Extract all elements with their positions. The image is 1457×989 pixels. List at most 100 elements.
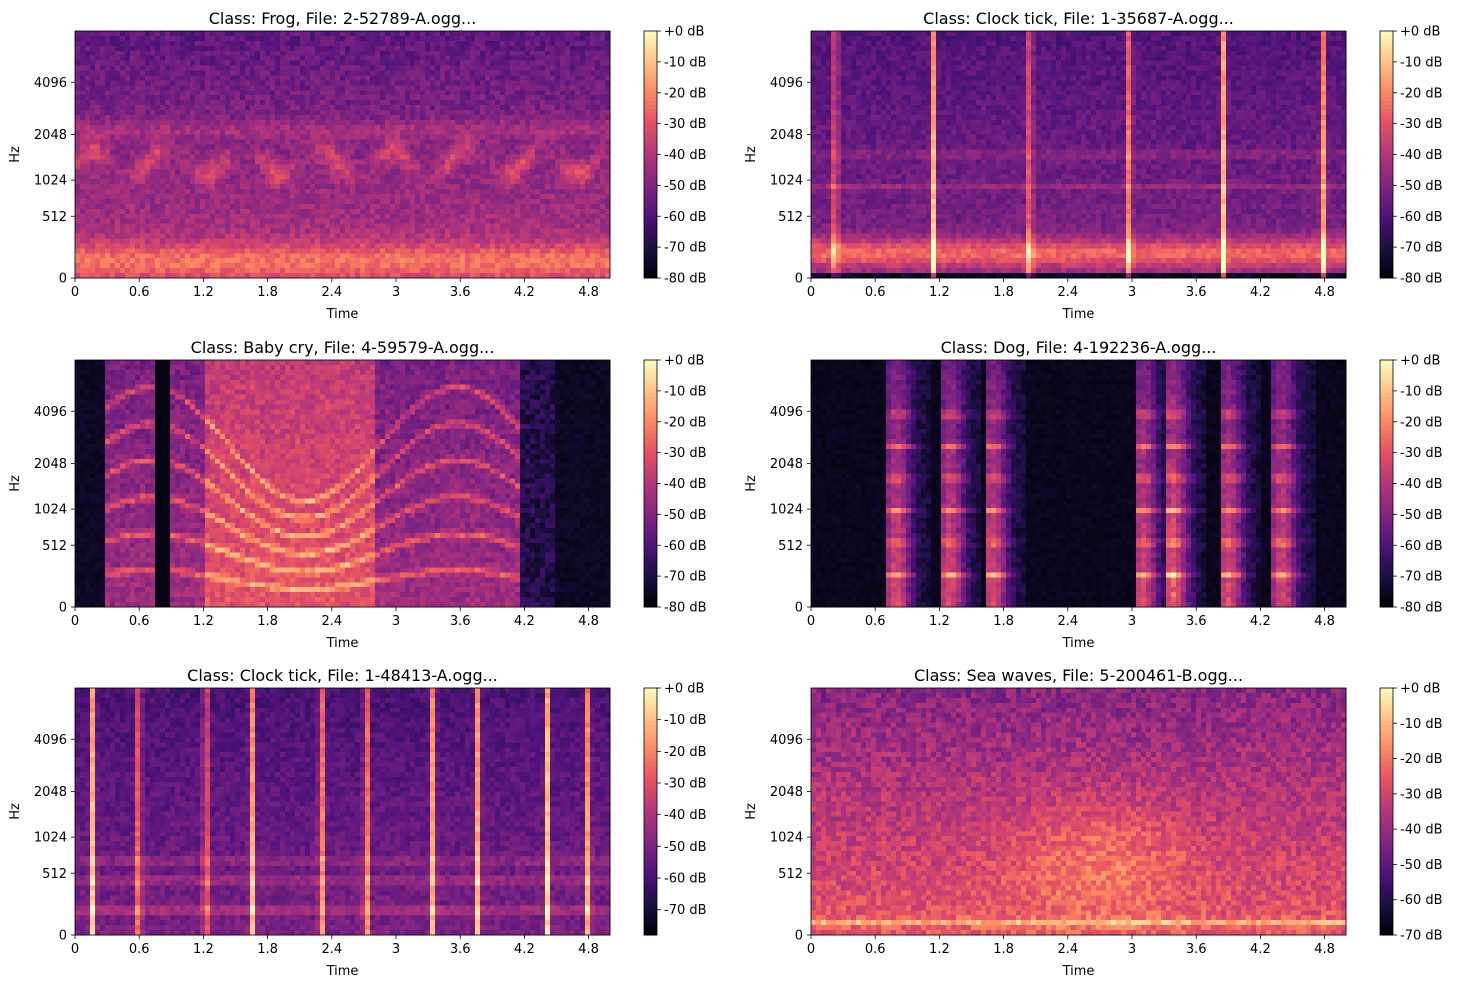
heatmap-cell xyxy=(430,60,436,67)
heatmap-cell xyxy=(160,253,166,259)
heatmap-cell xyxy=(315,263,321,269)
heatmap-cell xyxy=(140,268,146,274)
heatmap-cell xyxy=(220,110,226,116)
heatmap-cell xyxy=(245,203,251,210)
heatmap-cell xyxy=(400,105,406,111)
heatmap-cell xyxy=(305,194,311,200)
heatmap-cell xyxy=(290,50,296,57)
heatmap-cell xyxy=(120,203,126,210)
heatmap-cell xyxy=(570,134,576,141)
heatmap-cell xyxy=(475,164,481,170)
heatmap-cell xyxy=(425,124,431,131)
heatmap-cell xyxy=(495,85,501,91)
heatmap-cell xyxy=(485,169,491,175)
heatmap-cell xyxy=(500,70,506,77)
heatmap-cell xyxy=(480,60,486,67)
heatmap-cell xyxy=(335,194,341,200)
heatmap-cell xyxy=(370,114,376,121)
heatmap-cell xyxy=(415,174,421,180)
heatmap-cell xyxy=(525,248,531,254)
heatmap-cell xyxy=(120,194,126,200)
heatmap-cell xyxy=(355,238,361,245)
heatmap-cell xyxy=(375,208,381,215)
heatmap-cell xyxy=(265,238,271,245)
heatmap-cell xyxy=(290,164,296,170)
heatmap-cell xyxy=(165,213,171,220)
heatmap-cell xyxy=(365,228,371,235)
heatmap-cell xyxy=(145,110,151,116)
heatmap-cell xyxy=(505,273,511,279)
heatmap-cell xyxy=(515,208,521,215)
heatmap-cell xyxy=(395,258,401,264)
heatmap-cell xyxy=(490,223,496,230)
heatmap-cell xyxy=(145,263,151,269)
heatmap-cell xyxy=(270,203,276,210)
heatmap-cell xyxy=(490,75,496,81)
heatmap-cell xyxy=(395,75,401,81)
heatmap-cell xyxy=(195,95,201,101)
heatmap-cell xyxy=(200,55,206,62)
heatmap-cell xyxy=(530,60,536,67)
heatmap-cell xyxy=(175,198,181,205)
heatmap-cell xyxy=(510,70,516,77)
heatmap-cell xyxy=(345,218,351,225)
heatmap-cell xyxy=(150,80,156,86)
heatmap-cell xyxy=(315,60,321,67)
heatmap-cell xyxy=(415,233,421,240)
heatmap-cell xyxy=(520,110,526,116)
heatmap-cell xyxy=(195,90,201,96)
heatmap-cell xyxy=(275,273,281,279)
heatmap-cell xyxy=(165,253,171,259)
heatmap-cell xyxy=(180,159,186,165)
heatmap-cell xyxy=(535,203,541,210)
heatmap-cell xyxy=(205,40,211,47)
heatmap-cell xyxy=(505,60,511,67)
heatmap-cell xyxy=(350,149,356,156)
heatmap-cell xyxy=(375,243,381,249)
heatmap-cell xyxy=(415,90,421,96)
heatmap-cell xyxy=(400,243,406,249)
heatmap-cell xyxy=(130,114,136,121)
heatmap-cell xyxy=(515,105,521,111)
heatmap-cell xyxy=(80,100,86,106)
heatmap-cell xyxy=(205,144,211,151)
heatmap-cell xyxy=(250,179,256,185)
heatmap-cell xyxy=(75,100,81,106)
heatmap-cell xyxy=(385,273,391,279)
heatmap-cell xyxy=(350,243,356,249)
heatmap-cell xyxy=(485,40,491,47)
heatmap-cell xyxy=(450,213,456,220)
heatmap-cell xyxy=(245,119,251,126)
heatmap-cell xyxy=(260,105,266,111)
heatmap-cell xyxy=(150,105,156,111)
heatmap-cell xyxy=(455,164,461,170)
heatmap-cell xyxy=(120,233,126,240)
heatmap-cell xyxy=(445,114,451,121)
heatmap-cell xyxy=(395,85,401,91)
heatmap-cell xyxy=(135,70,141,77)
heatmap-cell xyxy=(175,119,181,126)
heatmap-cell xyxy=(435,238,441,245)
heatmap-cell xyxy=(95,198,101,205)
heatmap-cell xyxy=(355,268,361,274)
heatmap-cell xyxy=(230,80,236,86)
heatmap-cell xyxy=(215,110,221,116)
heatmap-cell xyxy=(150,154,156,161)
heatmap-cell xyxy=(480,218,486,225)
heatmap-cell xyxy=(240,45,246,52)
heatmap-cell xyxy=(415,263,421,269)
heatmap-cell xyxy=(535,164,541,170)
heatmap-cell xyxy=(90,159,96,165)
heatmap-cell xyxy=(490,144,496,151)
heatmap-cell xyxy=(170,75,176,81)
heatmap-cell xyxy=(120,174,126,180)
heatmap-cell xyxy=(470,263,476,269)
heatmap-cell xyxy=(540,100,546,106)
heatmap-cell xyxy=(470,258,476,264)
heatmap-cell xyxy=(125,55,131,62)
heatmap-cell xyxy=(80,119,86,126)
heatmap-cell xyxy=(85,213,91,220)
heatmap-cell xyxy=(310,35,316,42)
heatmap-cell xyxy=(530,223,536,230)
heatmap-cell xyxy=(545,194,551,200)
